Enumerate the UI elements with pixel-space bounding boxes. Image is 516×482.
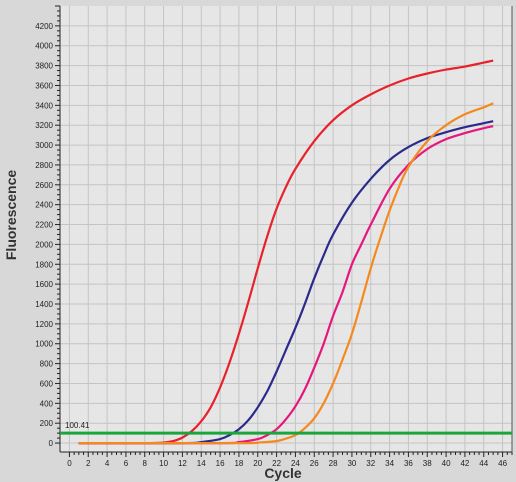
x-tick-label: 0 [67,459,72,468]
x-tick-label: 24 [291,459,300,468]
y-axis-label: Fluorescence [3,170,19,260]
y-tick-label: 600 [40,379,54,388]
y-tick-label: 3200 [35,121,53,130]
x-tick-label: 14 [197,459,206,468]
x-tick-label: 42 [460,459,469,468]
x-tick-label: 32 [366,459,375,468]
y-tick-label: 4000 [35,42,53,51]
x-tick-label: 16 [216,459,225,468]
x-tick-label: 46 [498,459,507,468]
x-tick-label: 36 [404,459,413,468]
series-line-1 [78,59,494,445]
series-group [78,59,494,445]
y-tick-label: 200 [40,419,54,428]
y-tick-label: 1800 [35,260,53,269]
x-tick-label: 6 [124,459,129,468]
x-tick-label: 38 [423,459,432,468]
grid [60,6,512,452]
y-tick-label: 3000 [35,141,53,150]
y-tick-label: 1200 [35,320,53,329]
x-tick-label: 20 [253,459,262,468]
x-tick-label: 30 [347,459,356,468]
y-tick-label: 2200 [35,221,53,230]
series-line-2 [78,120,494,445]
x-tick-label: 26 [310,459,319,468]
axes: 0200400600800100012001400160018002000220… [35,5,513,468]
y-tick-label: 4200 [35,22,53,31]
y-tick-label: 2400 [35,201,53,210]
x-tick-label: 34 [385,459,394,468]
y-tick-label: 2600 [35,181,53,190]
x-tick-label: 2 [86,459,91,468]
x-axis-label: Cycle [264,465,302,481]
y-tick-label: 3800 [35,62,53,71]
threshold-label: 100.41 [65,421,90,430]
x-tick-label: 4 [105,459,110,468]
x-tick-label: 40 [442,459,451,468]
x-tick-label: 44 [479,459,488,468]
x-tick-label: 18 [234,459,243,468]
threshold-group: 100.41 [60,421,512,435]
y-tick-label: 3400 [35,101,53,110]
y-tick-label: 1400 [35,300,53,309]
y-tick-label: 2000 [35,240,53,249]
plot-area [60,6,512,452]
series-line-4 [78,102,494,445]
x-tick-label: 8 [143,459,148,468]
y-tick-label: 1600 [35,280,53,289]
y-tick-label: 3600 [35,81,53,90]
y-tick-label: 1000 [35,340,53,349]
y-tick-label: 400 [40,399,54,408]
x-tick-label: 22 [272,459,281,468]
y-tick-label: 2800 [35,161,53,170]
y-tick-label: 0 [49,439,54,448]
y-tick-label: 800 [40,360,54,369]
x-tick-label: 12 [178,459,187,468]
x-tick-label: 28 [329,459,338,468]
x-tick-label: 10 [159,459,168,468]
series-line-3 [78,125,494,445]
